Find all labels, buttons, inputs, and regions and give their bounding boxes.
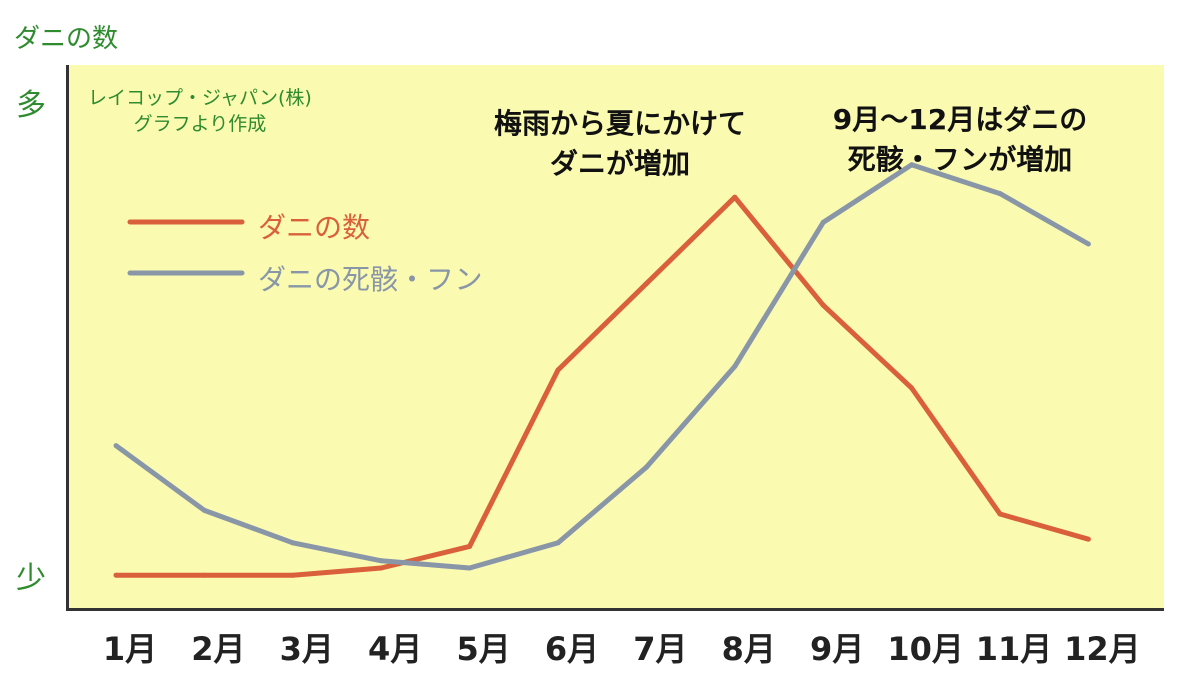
data-point-s1-11: [1085, 241, 1091, 247]
annotation-2-line-1: 9月～12月はダニの: [832, 103, 1088, 136]
annotation-1-line-2: ダニが増加: [549, 147, 690, 180]
x-tick-label: 6月: [544, 630, 600, 668]
y-axis-label: ダニの数: [14, 24, 119, 54]
data-point-s1-9: [909, 162, 915, 168]
data-point-s0-7: [732, 194, 738, 200]
data-point-s1-5: [555, 540, 561, 546]
data-point-s1-10: [997, 191, 1003, 197]
source-line-2: グラフより作成: [133, 113, 267, 135]
data-point-s0-2: [290, 572, 296, 578]
annotation-1-line-1: 梅雨から夏にかけて: [493, 107, 746, 140]
data-point-s1-8: [820, 219, 826, 225]
data-point-s1-1: [201, 507, 207, 513]
series-line-1: [114, 162, 1090, 571]
legend-label-mite-count: ダニの数: [258, 211, 371, 244]
x-tick-label: 5月: [456, 630, 511, 668]
x-tick-label: 3月: [279, 630, 334, 668]
x-tick-label: 11月: [975, 630, 1053, 668]
annotation-autumn-winter: 9月～12月はダニの 死骸・フンが増加: [810, 100, 1110, 180]
data-point-s0-9: [909, 385, 915, 391]
data-point-s1-7: [732, 363, 738, 369]
y-tick-bottom: 少: [16, 561, 46, 596]
data-point-s0-1: [201, 572, 207, 578]
x-tick-label: 12月: [1064, 630, 1141, 668]
data-point-s0-0: [113, 572, 119, 578]
x-tick-label: 10月: [887, 630, 964, 668]
data-point-s0-8: [820, 302, 826, 308]
source-note: レイコップ・ジャパン(株) グラフより作成: [88, 85, 312, 137]
x-tick-label: 9月: [810, 630, 865, 668]
x-tick-label: 2月: [191, 630, 246, 668]
data-point-s0-6: [643, 281, 649, 287]
data-point-s0-11: [1085, 536, 1091, 542]
data-point-s0-5: [555, 367, 561, 373]
data-point-s1-4: [467, 565, 473, 571]
data-point-s1-0: [113, 443, 119, 449]
data-point-s0-3: [378, 565, 384, 571]
data-point-s0-10: [997, 511, 1003, 517]
data-point-s0-4: [467, 543, 473, 549]
annotation-2-line-2: 死骸・フンが増加: [847, 143, 1073, 176]
data-point-s1-2: [290, 540, 296, 546]
data-point-s1-6: [643, 464, 649, 470]
annotation-rainy-summer: 梅雨から夏にかけて ダニが増加: [465, 104, 775, 184]
x-tick-label: 4月: [368, 630, 423, 668]
series-line-0: [116, 194, 1090, 578]
x-tick-label: 1月: [102, 630, 158, 668]
source-line-1: レイコップ・ジャパン(株): [88, 87, 312, 109]
data-point-s1-3: [378, 558, 384, 564]
plot-area: [66, 65, 1164, 611]
x-tick-label: 8月: [721, 630, 776, 668]
x-tick-label: 7月: [633, 630, 688, 668]
y-tick-top: 多: [16, 88, 46, 123]
legend-label-mite-debris: ダニの死骸・フン: [258, 263, 483, 296]
